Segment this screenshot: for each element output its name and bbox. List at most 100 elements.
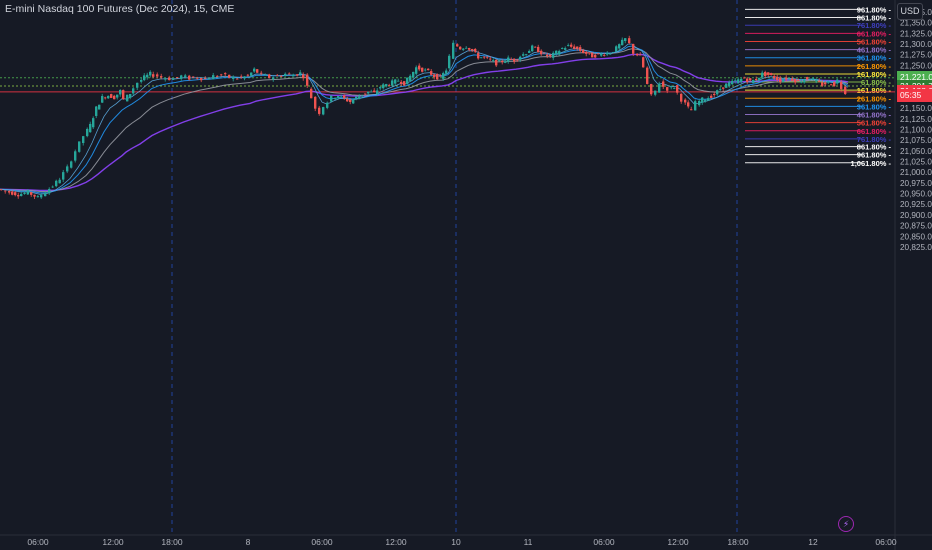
candle-body [650,84,653,95]
candle-body [149,71,152,76]
candle-body [104,97,107,99]
candle-body [507,57,510,62]
candle-body [184,75,187,77]
candle-body [156,74,159,77]
candle-body [546,54,549,57]
candle-body [424,69,427,71]
candle-body [579,47,582,51]
x-tick-label: 12:00 [385,537,407,547]
candle-body [767,72,770,75]
candle-body [143,75,146,81]
fib-level-label: 1,061.80% - [851,159,892,168]
candle-body [519,56,522,60]
candle-body [397,80,400,82]
candle-body [250,72,253,76]
candle-body [62,172,65,180]
candle-body [642,57,645,68]
candle-body [815,79,818,82]
candle-body [246,74,250,76]
candle-body [594,54,597,58]
x-tick-label: 12 [808,537,818,547]
candle-body [224,73,227,75]
fib-level-label: 861.80% - [857,14,892,23]
candle-body [74,151,77,161]
y-tick-label: 21,000.00 [900,168,932,177]
candle-body [349,99,352,103]
candle-body [516,59,519,61]
fib-level-label: 461.80% - [857,46,892,55]
candle-body [113,95,116,100]
candle-body [501,60,504,63]
candle-body [216,75,219,77]
candle-body [240,76,243,78]
candle-body [740,78,743,82]
candle-body [606,52,609,55]
candle-body [299,72,302,75]
candle-body [337,96,340,99]
symbol-title[interactable]: E-mini Nasdaq 100 Futures (Dec 2024), 15… [5,3,235,15]
candle-body [243,76,246,79]
y-tick-label: 20,900.00 [900,211,932,220]
fib-level-label: 961.80% - [857,5,892,14]
candle-body [89,123,92,133]
candle-body [268,74,271,79]
lightning-icon[interactable]: ⚡ [838,516,854,532]
candle-body [525,54,528,56]
fib-level-label: 361.80% - [857,102,892,111]
candle-body [684,99,687,103]
candle-body [504,61,507,63]
candle-body [654,90,657,95]
candle-body [95,106,98,116]
candle-body [361,95,364,97]
candle-body [82,136,85,143]
candle-body [465,47,468,49]
candle-body [40,195,43,198]
candle-body [806,77,809,80]
candle-body [698,100,701,106]
candle-body [129,94,132,98]
currency-selector[interactable]: USD [897,3,923,20]
candle-body [812,78,815,80]
candle-body [382,84,385,89]
fib-level-label: 161.80% - [857,86,892,95]
y-tick-label: 21,025.00 [900,158,932,167]
candle-body [540,50,543,55]
y-tick-label: 20,850.00 [900,232,932,241]
candle-body [728,82,731,87]
candle-body [459,46,462,50]
candle-body [379,87,382,89]
candle-body [212,75,215,80]
y-tick-label: 21,050.00 [900,147,932,156]
fib-level-label: 661.80% - [857,29,892,38]
candle-body [86,128,89,137]
candle-body [558,51,561,55]
candle-body [498,60,501,62]
candle-body [322,107,325,115]
candle-body [288,73,291,75]
candle-body [710,95,713,98]
candle-body [486,56,489,58]
candle-body [749,78,752,81]
fib-level-label: 261.80% - [857,94,892,103]
candle-body [782,79,785,82]
candle-body [260,72,263,74]
candle-body [445,70,448,74]
candle-body [78,141,81,152]
candle-body [704,99,707,102]
candle-body [555,50,558,54]
candle-body [471,49,474,51]
candle-body [746,78,749,83]
candle-body [676,85,679,93]
candle-body [719,89,722,91]
candle-body [11,191,14,195]
candle-body [370,91,373,93]
candle-body [462,48,465,50]
candle-body [474,48,477,52]
fib-level-label: 61.80% - [861,78,892,87]
candle-body [220,74,223,76]
candle-body [98,104,101,110]
candle-body [713,93,716,96]
candle-body [364,93,367,95]
